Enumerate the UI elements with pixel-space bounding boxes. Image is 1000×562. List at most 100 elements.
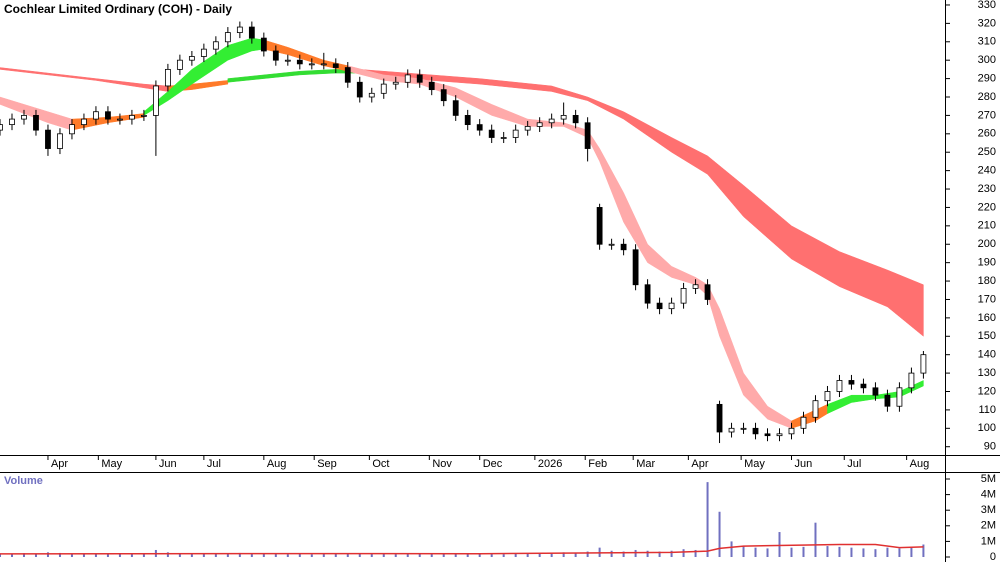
y-tick-label: 300	[978, 54, 996, 66]
volume-bar	[574, 552, 577, 557]
candle-body	[93, 111, 99, 120]
volume-bar	[58, 552, 61, 557]
volume-bar	[826, 546, 829, 557]
volume-bar	[622, 551, 625, 557]
volume-bar	[742, 546, 745, 557]
candle-body	[380, 83, 387, 94]
x-tick-label: Sep	[317, 458, 337, 470]
volume-bar	[694, 549, 697, 557]
y-tick-label: 100	[978, 422, 996, 434]
candle-body	[848, 380, 855, 385]
x-tick-label: Jun	[794, 458, 812, 470]
x-tick-label: Jul	[207, 458, 221, 470]
x-tick-label: Jul	[847, 458, 861, 470]
candle-body	[632, 249, 639, 286]
candle-body	[0, 124, 3, 131]
y-tick-label: 270	[978, 109, 996, 121]
volume-bar	[502, 554, 505, 557]
volume-bar	[166, 552, 169, 557]
volume-bar	[874, 549, 877, 557]
candle-body	[404, 74, 411, 83]
x-tick-label: Jun	[159, 458, 177, 470]
volume-bar	[178, 553, 181, 557]
candle-body	[153, 85, 159, 116]
candle-body	[692, 284, 699, 289]
candle-body	[200, 48, 207, 57]
volume-bar	[346, 553, 349, 557]
candle-body	[716, 403, 723, 433]
volume-bar	[130, 553, 133, 557]
candle-body	[392, 81, 399, 85]
chart-title: Cochlear Limited Ordinary (COH) - Daily	[4, 2, 232, 16]
volume-bar	[250, 553, 253, 557]
volume-bar	[70, 553, 73, 557]
candle-body	[248, 26, 255, 39]
y-tick-label: 240	[978, 165, 996, 177]
volume-bar	[0, 553, 1, 557]
candle-body	[620, 243, 627, 251]
candle-body	[800, 416, 807, 429]
y-tick-label: 210	[978, 220, 996, 232]
candle-body	[344, 67, 351, 83]
volume-y-tick-label: 2M	[981, 520, 996, 532]
volume-bar	[730, 541, 733, 557]
candle-body	[57, 133, 63, 149]
volume-bar	[118, 554, 121, 557]
y-tick-label: 200	[978, 238, 996, 250]
volume-bar	[670, 550, 673, 557]
x-tick-label: Dec	[483, 458, 503, 470]
candle-body	[920, 354, 927, 374]
candle-body	[260, 37, 267, 52]
candle-body	[368, 92, 375, 98]
x-tick-label: Mar	[636, 458, 655, 470]
candle-body	[129, 115, 135, 120]
candle-body	[105, 111, 111, 120]
x-tick-label: 2026	[538, 458, 562, 470]
y-tick-label: 180	[978, 275, 996, 287]
candle-body	[308, 63, 315, 66]
volume-y-tick-label: 5M	[981, 473, 996, 485]
ma-ribbon	[359, 69, 924, 337]
volume-bar	[514, 553, 517, 557]
y-tick-label: 280	[978, 91, 996, 103]
candle-body	[164, 68, 171, 87]
candle-body	[236, 26, 243, 33]
volume-bar	[202, 553, 205, 557]
candle-body	[536, 122, 543, 127]
volume-bar	[394, 554, 397, 557]
candle-body	[824, 391, 831, 402]
candle-body	[752, 427, 759, 435]
volume-y-tick-label: 4M	[981, 489, 996, 501]
candle-body	[896, 387, 903, 407]
candle-body	[512, 129, 519, 138]
candle-body	[33, 115, 39, 131]
volume-bar	[418, 553, 421, 557]
y-tick-label: 220	[978, 201, 996, 213]
volume-y-tick-label: 3M	[981, 504, 996, 516]
candle-body	[788, 427, 795, 435]
candle-body	[224, 32, 231, 43]
volume-ma	[0, 543, 924, 555]
volume-bar	[190, 553, 193, 557]
volume-bar	[634, 549, 637, 557]
candle-body	[284, 59, 291, 62]
candle-body	[524, 126, 531, 131]
volume-bar	[526, 553, 529, 557]
volume-bar	[538, 553, 541, 557]
candle-body	[812, 400, 819, 418]
x-tick-label: Aug	[267, 458, 287, 470]
y-tick-label: 160	[978, 312, 996, 324]
volume-bar	[358, 553, 361, 557]
candle-body	[836, 380, 843, 392]
candle-body	[188, 56, 195, 61]
volume-bar	[238, 552, 241, 557]
volume-bar	[922, 544, 925, 557]
candle-body	[117, 118, 123, 121]
volume-bar	[382, 554, 385, 557]
candle-body	[212, 41, 219, 50]
candle-body	[764, 433, 771, 437]
y-tick-label: 120	[978, 385, 996, 397]
candle-body	[860, 383, 867, 389]
